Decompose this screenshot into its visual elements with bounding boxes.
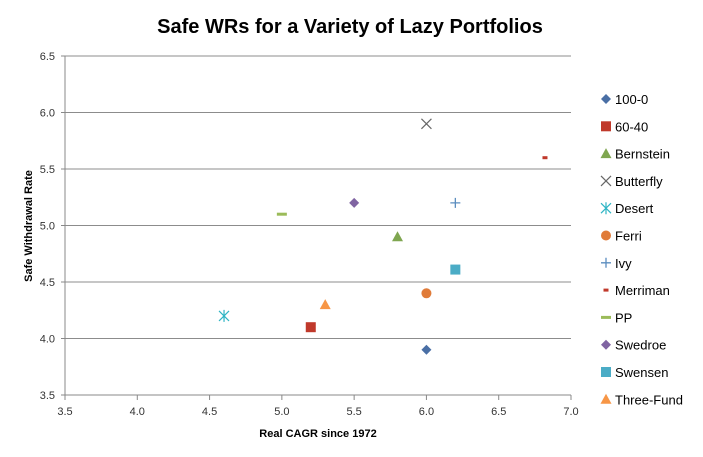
axes [61,55,572,400]
y-tick-label: 5.5 [40,164,55,176]
y-tick-label: 4.5 [40,277,55,289]
x-axis-label: Real CAGR since 1972 [259,428,376,440]
data-point-desert [218,309,230,322]
y-axis-label: Safe Withdrawal Rate [23,170,35,282]
x-tick-label: 4.0 [130,406,145,418]
legend-label: Bernstein [615,147,670,162]
legend-item: Three-Fund [600,392,683,407]
legend-label: Swensen [615,365,668,380]
legend-label: 60-40 [615,119,648,134]
legend-item: Swedroe [601,338,666,353]
legend: 100-0 60-40 Bernstein Butterfly Desert Ferri I… [600,92,683,407]
legend-item: Bernstein [600,147,670,162]
data-point-ivy [450,197,461,208]
data-point-swedroe [349,197,360,208]
data-points [218,118,548,355]
y-tick-label: 5.0 [40,221,55,233]
x-tick-label: 6.5 [491,406,506,418]
legend-label: Merriman [615,283,670,298]
chart-title: Safe WRs for a Variety of Lazy Portfolio… [157,16,543,38]
x-tick-label: 3.5 [57,406,72,418]
x-tick-label: 5.0 [274,406,289,418]
legend-label: Three-Fund [615,392,683,407]
data-point-merriman [542,156,548,160]
legend-item: PP [601,310,632,325]
x-tick-label: 5.5 [346,406,361,418]
data-point-ferri [421,288,432,299]
data-point-bernstein [392,231,404,242]
gridlines [65,55,571,339]
legend-label: Butterfly [615,174,663,189]
legend-item: 100-0 [601,92,648,107]
legend-item: Merriman [603,283,670,298]
data-point-three-fund [319,299,331,310]
legend-item: 60-40 [601,119,648,134]
y-tick-label: 6.5 [40,51,55,63]
y-tick-label: 3.5 [40,390,55,402]
x-tick-label: 6.0 [419,406,434,418]
legend-item: Ivy [601,256,632,271]
x-tick-label: 7.0 [563,406,578,418]
x-tick-labels: 3.5 4.0 4.5 5.0 5.5 6.0 6.5 7.0 [57,406,578,418]
legend-label: 100-0 [615,92,648,107]
legend-label: Ferri [615,229,642,244]
legend-item: Butterfly [600,174,663,189]
data-point-butterfly [421,118,432,130]
y-tick-label: 4.0 [40,334,55,346]
x-tick-label: 4.5 [202,406,217,418]
legend-label: Swedroe [615,338,666,353]
data-point-swensen [450,264,461,275]
legend-item: Ferri [601,229,642,244]
legend-label: PP [615,310,632,325]
legend-label: Desert [615,201,654,216]
legend-item: Desert [600,201,654,216]
legend-label: Ivy [615,256,632,271]
y-tick-labels: 3.5 4.0 4.5 5.0 5.5 6.0 6.5 [40,51,55,402]
data-point-60-40 [305,322,316,333]
data-point-pp [276,212,287,216]
legend-item: Swensen [601,365,668,380]
y-tick-label: 6.0 [40,108,55,120]
data-point-100-0 [421,344,432,355]
